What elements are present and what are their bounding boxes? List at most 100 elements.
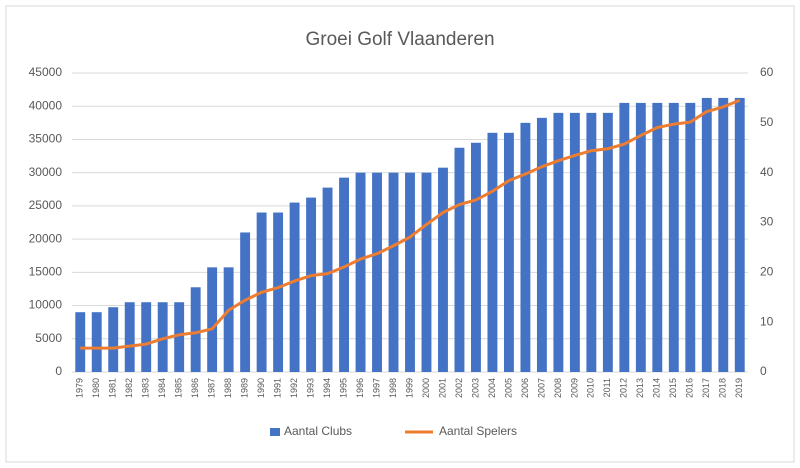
x-tick-label: 1991 [272,378,282,398]
bar [207,267,218,372]
x-tick-label: 1980 [91,378,101,398]
legend-swatch [270,428,280,436]
y-tick-label: 20000 [29,231,63,245]
x-tick-label: 1982 [124,378,134,398]
bar [405,172,415,372]
x-tick-label: 2004 [487,378,497,398]
bar [536,117,547,372]
x-tick-label: 1993 [305,378,315,398]
x-tick-label: 1987 [207,378,217,398]
y-tick-label: 30000 [29,165,63,179]
chart-title: Groei Golf Vlaanderen [305,29,494,50]
x-tick-label: 1986 [190,378,200,398]
x-tick-label: 2000 [421,378,431,398]
x-tick-label: 2002 [454,378,464,398]
y2-tick-label: 0 [760,364,767,378]
bar [718,97,729,373]
x-tick-label: 1983 [141,378,151,398]
bar [190,287,201,372]
bar [635,102,646,373]
y2-tick-label: 40 [760,165,774,179]
y-tick-label: 10000 [29,298,63,312]
x-tick-label: 1989 [239,378,249,398]
legend-label: Aantal Clubs [284,424,352,438]
x-tick-label: 1985 [174,378,184,398]
chart-frame [5,5,795,463]
x-tick-label: 1979 [75,378,85,398]
x-tick-label: 1992 [289,378,299,398]
x-tick-label: 2006 [520,378,530,398]
bar [602,112,613,372]
y-tick-label: 45000 [29,65,63,79]
x-tick-label: 1998 [388,378,398,398]
bar [421,172,432,372]
bar [91,312,102,372]
bar [487,132,498,372]
bar [339,177,349,372]
x-tick-label: 2012 [619,378,629,398]
bar [372,172,382,372]
bar [553,112,564,372]
bar [652,102,663,373]
x-tick-label: 2017 [701,378,711,398]
bar [174,302,185,372]
bar [223,267,234,372]
bar [569,112,580,372]
x-tick-label: 2010 [586,378,596,398]
bar [734,97,745,373]
y2-tick-label: 30 [760,215,774,229]
bar [306,197,317,372]
x-tick-label: 1997 [371,378,381,398]
x-tick-label: 2003 [470,378,480,398]
bar [520,122,531,372]
y-tick-label: 5000 [35,331,62,345]
x-tick-label: 1995 [338,378,348,398]
bar [619,102,630,373]
x-tick-label: 2008 [553,378,563,398]
bar [471,142,481,372]
x-tick-label: 1990 [256,378,266,398]
bar [438,167,448,372]
y-tick-label: 15000 [29,265,63,279]
x-tick-label: 2014 [652,378,662,398]
x-tick-label: 2015 [668,378,678,398]
x-tick-label: 1984 [157,378,167,398]
x-tick-label: 2019 [734,378,744,398]
bar [322,187,333,372]
y-tick-label: 40000 [29,98,63,112]
bar [240,232,251,372]
y-tick-label: 25000 [29,198,63,212]
x-tick-label: 2009 [569,378,579,398]
bar [124,302,135,372]
y2-tick-label: 60 [760,65,774,79]
bar [75,312,86,372]
x-tick-label: 2007 [536,378,546,398]
x-tick-label: 2011 [602,378,612,397]
bar [289,202,300,372]
x-tick-label: 2016 [685,378,695,398]
x-tick-label: 2001 [437,378,447,398]
bar [273,212,284,372]
bar [108,307,119,372]
y2-tick-label: 10 [760,314,774,328]
bar [668,102,679,373]
x-tick-label: 2018 [718,378,728,398]
bar [685,102,696,373]
bar [701,97,712,373]
y-tick-label: 0 [55,364,62,378]
bar [586,112,597,372]
bar [454,147,465,372]
x-tick-label: 1981 [108,378,118,398]
x-tick-label: 1996 [355,378,365,398]
x-tick-label: 1999 [404,378,414,398]
bar [157,302,168,372]
y2-tick-label: 20 [760,265,774,279]
x-tick-label: 2005 [503,378,513,398]
x-tick-label: 1988 [223,378,233,398]
bar [141,302,152,372]
bar [355,172,366,372]
bar [388,172,399,372]
line [80,98,741,350]
legend-label: Aantal Spelers [439,424,517,438]
